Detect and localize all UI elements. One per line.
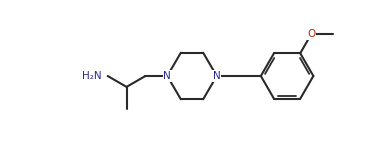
Text: N: N (213, 71, 221, 81)
Text: N: N (163, 71, 171, 81)
Text: N: N (213, 71, 221, 81)
Text: O: O (307, 29, 315, 39)
Text: H₂N: H₂N (82, 71, 102, 81)
